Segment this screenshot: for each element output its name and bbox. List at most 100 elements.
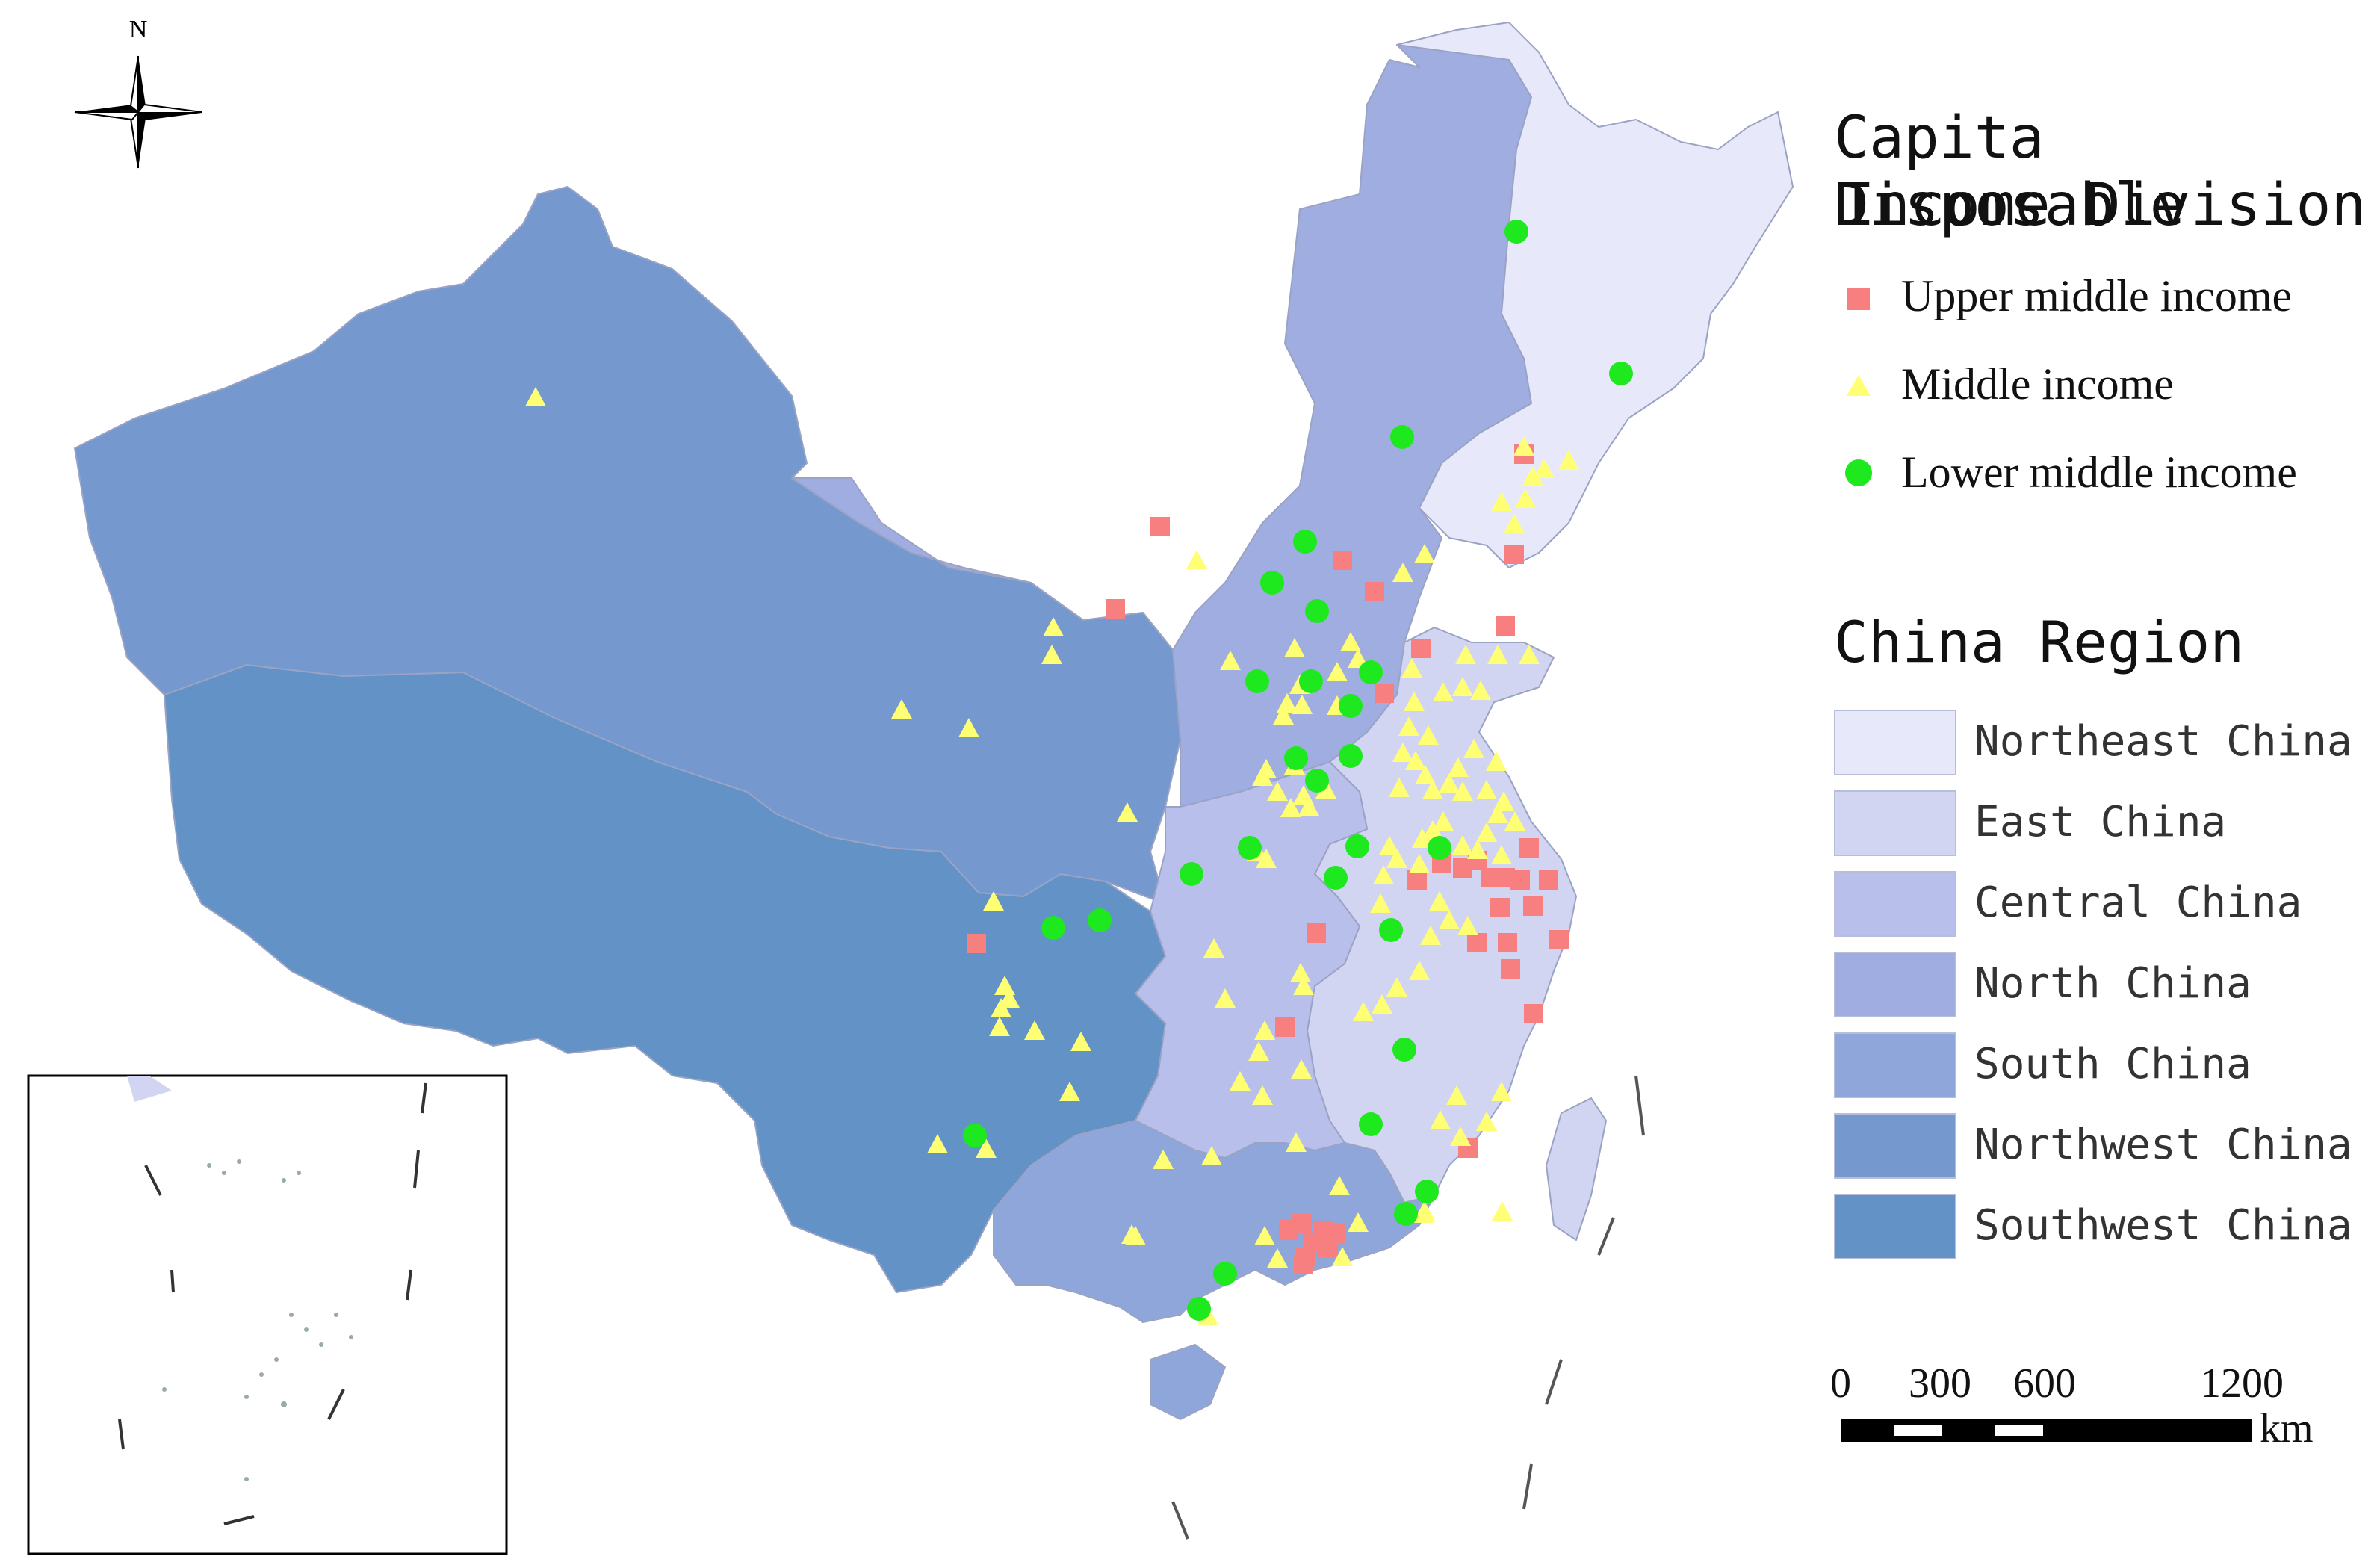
region-legend-swatch — [1834, 790, 1956, 856]
middle-income-marker — [1277, 693, 1298, 713]
scale-label-600: 600 — [2013, 1360, 2076, 1407]
middle-income-marker — [1452, 781, 1473, 801]
middle-income-marker — [1348, 648, 1369, 668]
upper-middle-income-marker — [1275, 1017, 1295, 1037]
middle-income-marker — [1315, 779, 1336, 799]
upper-middle-income-marker — [1510, 870, 1530, 890]
lower-middle-income-marker — [1213, 1262, 1237, 1286]
region-polygons — [74, 22, 1794, 1420]
middle-income-marker — [525, 387, 546, 406]
lower-middle-income-marker — [1284, 746, 1308, 770]
region-legend-label: North China — [1974, 959, 2252, 1008]
legend-upper-middle-label: Upper middle income — [1901, 271, 2293, 320]
region-hainan — [1150, 1344, 1226, 1420]
lower-middle-income-marker — [1394, 1202, 1418, 1226]
middle-income-marker — [1492, 1201, 1513, 1221]
upper-middle-income-marker — [1519, 838, 1539, 858]
middle-income-marker — [1373, 865, 1394, 884]
lower-middle-income-marker — [1359, 660, 1383, 684]
region-legend-label: Central China — [1974, 878, 2302, 927]
middle-income-marker — [1153, 1150, 1174, 1169]
lower-middle-income-marker — [1245, 669, 1269, 693]
region-legend-title: China Region — [1834, 609, 2245, 675]
middle-income-marker — [1433, 682, 1454, 701]
lower-middle-income-marker — [1415, 1180, 1439, 1203]
scale-unit: km — [2260, 1405, 2314, 1451]
middle-income-marker — [1298, 796, 1319, 816]
middle-income-marker — [1493, 791, 1514, 811]
lower-middle-income-marker — [1305, 769, 1329, 793]
lower-middle-income-marker — [1324, 866, 1348, 890]
lower-middle-income-marker — [1238, 836, 1262, 860]
middle-income-marker — [1348, 1212, 1369, 1232]
south-china-sea-inset — [27, 1074, 508, 1555]
upper-middle-income-marker — [1467, 933, 1487, 952]
legend-lower-middle-symbol — [1845, 459, 1872, 486]
middle-income-marker — [1329, 1176, 1350, 1195]
middle-income-marker — [1470, 681, 1491, 700]
middle-income-marker — [1256, 759, 1277, 778]
upper-middle-income-marker — [1501, 959, 1520, 979]
region-northeast-china — [1396, 22, 1794, 568]
middle-income-marker — [1476, 780, 1497, 799]
middle-income-marker — [1340, 632, 1361, 651]
middle-income-marker — [1491, 492, 1512, 511]
middle-income-marker — [1405, 751, 1426, 770]
scale-label-300: 300 — [1909, 1360, 1971, 1407]
middle-income-marker — [1401, 658, 1422, 678]
lower-middle-income-marker — [1379, 918, 1403, 942]
middle-income-marker — [1491, 1082, 1512, 1101]
scale-label-0: 0 — [1830, 1360, 1851, 1407]
lower-middle-income-marker — [1345, 834, 1369, 858]
middle-income-marker — [1386, 977, 1407, 997]
middle-income-marker — [1409, 961, 1430, 980]
upper-middle-income-marker — [1549, 930, 1569, 949]
upper-middle-income-marker — [1150, 517, 1170, 536]
upper-middle-income-marker — [1411, 639, 1431, 658]
middle-income-marker — [1201, 1146, 1222, 1165]
upper-middle-income-marker — [1496, 616, 1515, 636]
middle-income-marker — [1332, 1247, 1353, 1266]
middle-income-marker — [1455, 645, 1476, 664]
upper-middle-income-marker — [1504, 545, 1524, 564]
middle-income-marker — [999, 988, 1020, 1008]
middle-income-marker — [1522, 466, 1543, 486]
lower-middle-income-marker — [1339, 744, 1363, 768]
middle-income-marker — [1519, 645, 1540, 664]
region-legend-label: Southwest China — [1974, 1201, 2352, 1250]
middle-income-marker — [1203, 938, 1224, 958]
middle-income-marker — [1433, 811, 1454, 831]
lower-middle-income-marker — [1260, 571, 1284, 595]
middle-income-marker — [1487, 804, 1508, 823]
middle-income-marker — [1273, 705, 1294, 725]
middle-income-marker — [989, 1017, 1010, 1036]
middle-income-marker — [1248, 1041, 1269, 1061]
middle-income-marker — [1467, 840, 1488, 859]
region-legend-swatch — [1834, 1194, 1956, 1259]
middle-income-marker — [1220, 651, 1241, 670]
middle-income-marker — [1372, 994, 1392, 1014]
middle-income-marker — [1422, 780, 1443, 799]
middle-income-marker — [991, 998, 1011, 1017]
upper-middle-income-marker — [1318, 1238, 1338, 1257]
middle-income-marker — [1452, 835, 1473, 855]
middle-income-marker — [1379, 836, 1400, 855]
middle-income-marker — [1457, 916, 1478, 935]
lower-middle-income-marker — [1187, 1297, 1211, 1321]
middle-income-marker — [1327, 662, 1348, 681]
middle-income-marker — [927, 1134, 948, 1153]
middle-income-marker — [1059, 1082, 1080, 1101]
income-legend-title-line2: Income Division — [1840, 172, 2367, 239]
middle-income-marker — [1430, 1110, 1451, 1129]
region-legend-swatch — [1834, 1032, 1956, 1098]
upper-middle-income-marker — [1375, 684, 1394, 703]
middle-income-marker — [1267, 781, 1288, 801]
middle-income-marker — [1386, 849, 1407, 868]
upper-middle-income-marker — [1106, 599, 1125, 619]
middle-income-marker — [1230, 1071, 1251, 1091]
middle-income-marker — [1515, 489, 1536, 508]
lower-middle-income-marker — [1041, 916, 1065, 940]
middle-income-marker — [1290, 963, 1311, 982]
compass-north-label: N — [129, 16, 148, 43]
lower-middle-income-marker — [1359, 1112, 1383, 1136]
